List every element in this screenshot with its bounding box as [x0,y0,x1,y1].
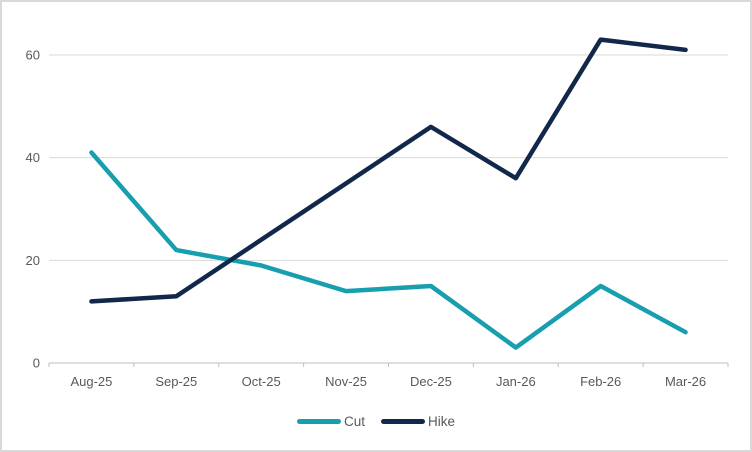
x-axis-label: Sep-25 [155,374,197,389]
hike-legend-swatch [381,419,425,424]
series-line-cut [89,150,688,350]
y-axis-label: 60 [26,48,40,63]
chart-legend: Cut Hike [2,414,750,429]
x-axis-label: Feb-26 [580,374,621,389]
x-axis-label: Dec-25 [410,374,452,389]
series-line-hike [89,37,688,304]
y-axis-label: 20 [26,253,40,268]
y-axis-label: 40 [26,150,40,165]
x-axis-label: Mar-26 [665,374,706,389]
x-axis-label: Oct-25 [242,374,281,389]
x-axis-label: Aug-25 [70,374,112,389]
cut-legend-swatch [296,419,341,424]
legend-item-hike: Hike [381,414,455,429]
x-axis-label: Nov-25 [325,374,367,389]
hike-legend-label: Hike [428,414,456,429]
y-axis-label: 0 [33,356,40,371]
cut-legend-label: Cut [343,414,365,429]
x-axis-label: Jan-26 [496,374,536,389]
legend-item-cut: Cut [296,414,365,429]
